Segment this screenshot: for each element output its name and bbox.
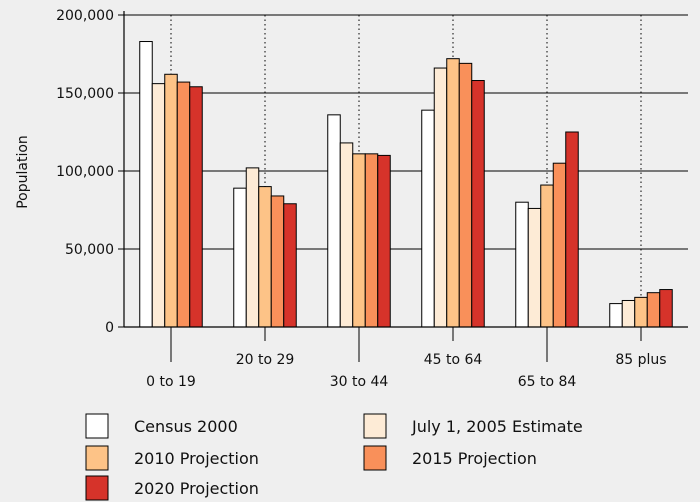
bar-2010-projection-65-to-84 [540, 184, 554, 328]
bar-2015-projection-65-to-84 [552, 162, 567, 328]
bar-july-1-2005-estimate-30-to-44 [339, 142, 354, 328]
bar-census-2000-85-plus [609, 303, 623, 328]
y-tick-labels: 0 50,000 100,000 150,000 200,000 [56, 8, 114, 336]
bar-july-1-2005-estimate-0-to-19 [151, 83, 166, 328]
y-tick-label: 150,000 [56, 86, 114, 102]
bar-2015-projection-30-to-44 [364, 153, 379, 328]
bar-2010-projection-45-to-64 [446, 58, 460, 328]
bar-2010-projection-0-to-19 [164, 73, 178, 328]
legend-swatch-2020-projection [85, 475, 109, 501]
axes [118, 11, 688, 362]
legend-label-july-1-2005-estimate: July 1, 2005 Estimate [411, 417, 583, 436]
x-tick-label: 85 plus [615, 352, 666, 368]
y-tick-label: 0 [105, 320, 114, 336]
bar-census-2000-20-to-29 [233, 187, 247, 328]
bar-2015-projection-0-to-19 [176, 81, 191, 328]
legend-swatch-2010-projection [85, 445, 109, 471]
y-tick-label: 50,000 [65, 242, 114, 258]
bar-july-1-2005-estimate-20-to-29 [245, 167, 260, 328]
bar-july-1-2005-estimate-45-to-64 [433, 67, 448, 328]
y-axis-label: Population [15, 135, 31, 209]
bar-2015-projection-20-to-29 [270, 195, 285, 328]
x-tick-label: 65 to 84 [518, 374, 577, 390]
bar-census-2000-45-to-64 [421, 109, 435, 328]
x-tick-label: 45 to 64 [424, 352, 483, 368]
legend-swatch-2015-projection [363, 445, 387, 471]
x-tick-label: 30 to 44 [330, 374, 389, 390]
bar-2010-projection-85-plus [634, 296, 648, 328]
x-tick-label: 20 to 29 [236, 352, 295, 368]
bar-2015-projection-85-plus [646, 292, 661, 328]
y-tick-label: 100,000 [56, 164, 114, 180]
bar-2020-projection-85-plus [659, 289, 673, 328]
x-tick-label: 0 to 19 [146, 374, 196, 390]
legend-label-2020-projection: 2020 Projection [134, 479, 259, 498]
x-tick-labels: 0 to 19 20 to 29 30 to 44 45 to 64 65 to 84 8… [146, 352, 666, 390]
legend-swatch-census-2000 [85, 413, 109, 439]
legend: Census 2000 July 1, 2005 Estimate 2010 Pro… [85, 413, 583, 501]
gridlines [124, 14, 688, 327]
bar-2020-projection-65-to-84 [565, 131, 579, 328]
bar-2010-projection-20-to-29 [258, 186, 272, 328]
legend-swatch-july-1-2005-estimate [363, 413, 387, 439]
bar-census-2000-65-to-84 [515, 201, 529, 328]
bar-census-2000-30-to-44 [327, 114, 341, 328]
bar-census-2000-0-to-19 [139, 41, 153, 328]
legend-label-2010-projection: 2010 Projection [134, 449, 259, 468]
legend-label-2015-projection: 2015 Projection [412, 449, 537, 468]
bars [139, 41, 673, 328]
y-tick-label: 200,000 [56, 8, 114, 24]
bar-2010-projection-30-to-44 [352, 153, 366, 328]
bar-july-1-2005-estimate-85-plus [621, 299, 636, 328]
bar-2020-projection-0-to-19 [189, 86, 203, 328]
bar-july-1-2005-estimate-65-to-84 [527, 207, 542, 328]
bar-2020-projection-30-to-44 [377, 154, 391, 328]
bar-2020-projection-20-to-29 [283, 203, 297, 328]
legend-label-census-2000: Census 2000 [134, 417, 238, 436]
bar-2015-projection-45-to-64 [458, 62, 473, 328]
bar-2020-projection-45-to-64 [471, 80, 485, 328]
